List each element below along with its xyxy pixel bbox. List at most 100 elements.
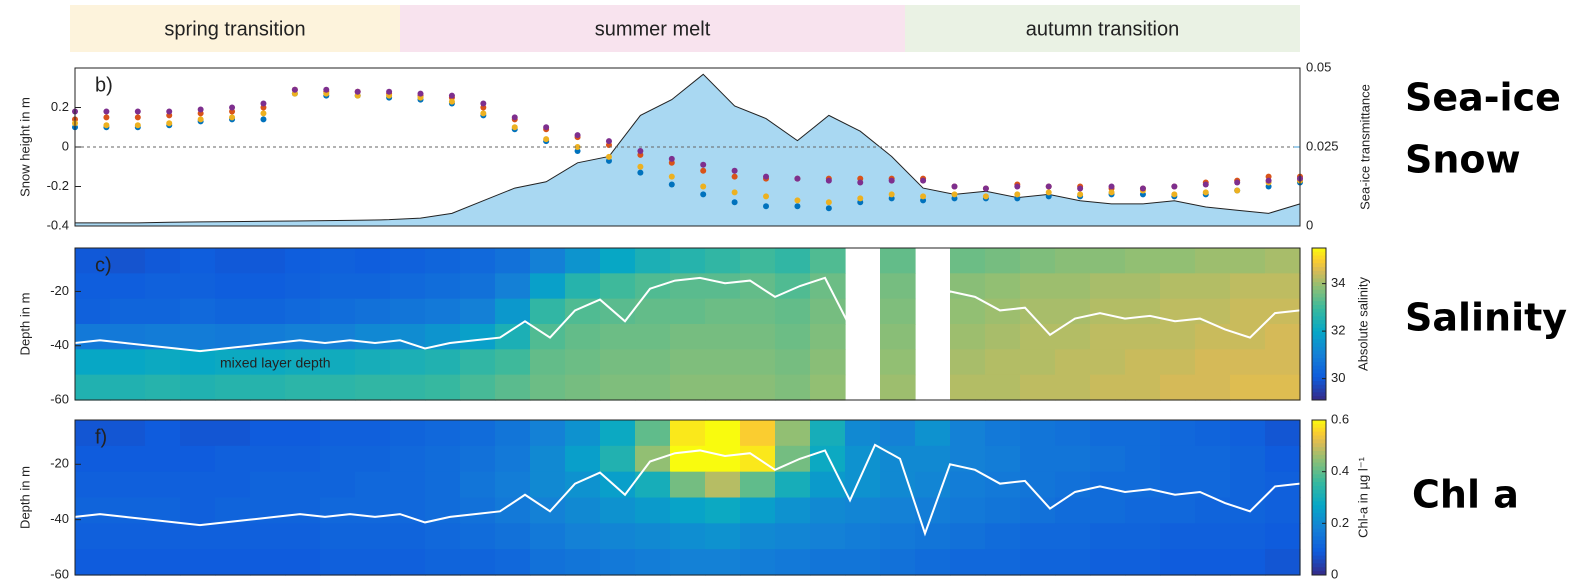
heat-cell [425, 523, 461, 550]
heat-cell [460, 445, 496, 473]
heat-cell [845, 420, 881, 447]
heat-cell [915, 471, 951, 499]
heat-cell [1090, 471, 1126, 499]
snow-point [951, 191, 958, 198]
heat-cell [530, 445, 566, 473]
heat-cell [250, 549, 286, 576]
heat-cell [1090, 523, 1126, 550]
colorbar-band [1312, 439, 1326, 444]
heat-cell [1055, 523, 1091, 550]
y-tick-label: 0 [62, 138, 69, 153]
heat-cell [495, 445, 531, 473]
heat-cell [1230, 298, 1266, 325]
heat-cell [1160, 324, 1196, 350]
y2-tick-label: 0 [1306, 217, 1313, 232]
heat-cell [425, 248, 461, 274]
heat-cell [1160, 349, 1196, 376]
heat-cell [75, 248, 111, 274]
heat-cell [565, 549, 601, 576]
heat-cell [1055, 374, 1091, 401]
heat-cell [460, 273, 496, 300]
heat-cell [110, 523, 146, 550]
snow-point [794, 203, 801, 210]
colorbar-band [1312, 540, 1326, 545]
colorbar-band [1312, 358, 1326, 363]
snow-point [825, 205, 832, 212]
y-tick-label: -0.2 [47, 178, 69, 193]
heat-cell [460, 298, 496, 325]
heat-cell [390, 420, 426, 447]
heat-cell [1195, 420, 1231, 447]
colorbar-band [1312, 293, 1326, 298]
heat-cell [1020, 324, 1056, 350]
heat-cell [1125, 523, 1161, 550]
heat-cell [355, 523, 391, 550]
colorbar-band [1312, 470, 1326, 475]
side-label: Salinity [1405, 296, 1567, 340]
colorbar-band [1312, 354, 1326, 359]
snow-point [103, 122, 110, 129]
colorbar-band [1312, 267, 1326, 272]
colorbar-band [1312, 381, 1326, 386]
heat-cell [180, 497, 216, 524]
heat-cell [1230, 523, 1266, 550]
heat-cell [75, 523, 111, 550]
heat-cell [1265, 349, 1301, 376]
heat-cell [1265, 374, 1301, 401]
heat-cell [180, 523, 216, 550]
heat-cell [635, 445, 671, 473]
heat-cell [460, 374, 496, 401]
snow-point [982, 193, 989, 200]
heat-cell [740, 420, 776, 447]
heat-cell [145, 471, 181, 499]
heat-cell [110, 374, 146, 401]
heat-cell [705, 248, 741, 274]
heat-cell [880, 374, 916, 401]
panel-label: f) [95, 426, 107, 448]
heat-cell [285, 471, 321, 499]
heat-cell [110, 248, 146, 274]
heat-cell [880, 324, 916, 350]
y-tick-label: -0.4 [47, 217, 69, 232]
snow-point [229, 104, 236, 111]
heat-cell [75, 445, 111, 473]
heat-cell [985, 273, 1021, 300]
heat-cell [985, 497, 1021, 524]
heat-cell [1265, 420, 1301, 447]
heat-cell [985, 324, 1021, 350]
heat-cell [1230, 374, 1266, 401]
heat-cell [1125, 298, 1161, 325]
snow-point [448, 98, 455, 105]
side-label: Chl a [1412, 473, 1519, 517]
snow-point [323, 86, 330, 93]
colorbar-frame [1311, 247, 1327, 401]
heat-cell [390, 349, 426, 376]
heat-cell [1055, 248, 1091, 274]
heat-cell [1230, 349, 1266, 376]
snow-point [134, 108, 141, 115]
heat-cell [530, 298, 566, 325]
snow-point [1171, 183, 1178, 190]
y-tick-label: -20 [50, 456, 69, 471]
y-tick-label: -60 [50, 566, 69, 581]
heat-cell [670, 324, 706, 350]
y-tick-label: 0.2 [51, 99, 69, 114]
heat-cell [320, 298, 356, 325]
heat-cell [215, 523, 251, 550]
colorbar-band [1312, 567, 1326, 572]
heat-cell [390, 324, 426, 350]
heat-cell [1195, 497, 1231, 524]
heat-cell [635, 349, 671, 376]
snow-point [260, 116, 267, 123]
heat-cell [320, 523, 356, 550]
heat-cell [1090, 273, 1126, 300]
heat-cell [810, 549, 846, 576]
colorbar-label: Chl-a in µg l⁻¹ [1355, 456, 1370, 537]
heat-cell [950, 248, 986, 274]
colorbar-band [1312, 316, 1326, 321]
heat-cell [530, 248, 566, 274]
heat-cell [635, 273, 671, 300]
snow-point [888, 191, 895, 198]
snow-point [951, 183, 958, 190]
